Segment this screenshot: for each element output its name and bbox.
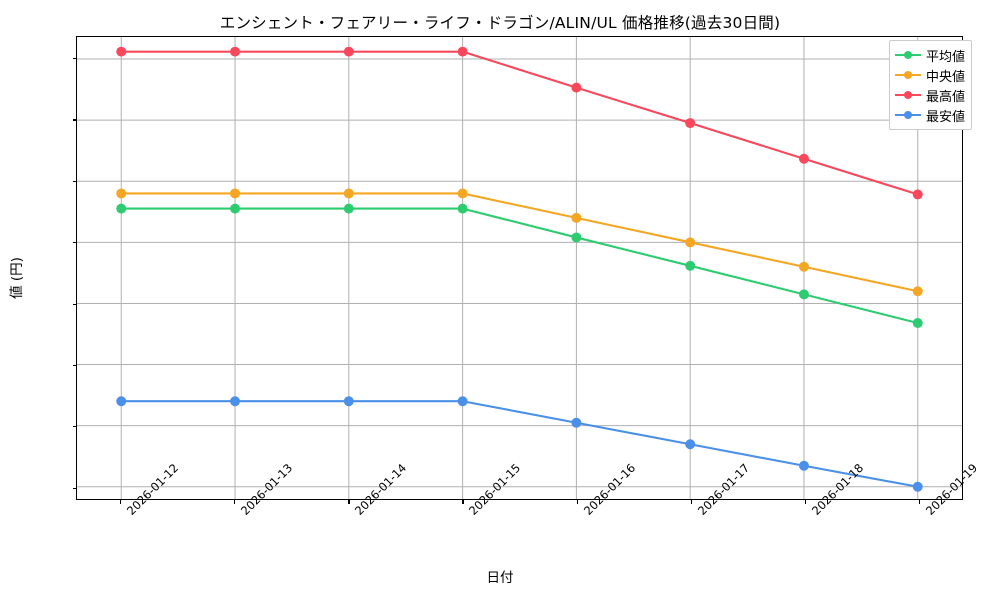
legend-swatch-icon xyxy=(895,68,921,82)
legend-swatch-icon xyxy=(895,108,921,122)
series-lines xyxy=(116,46,923,492)
data-point-marker xyxy=(230,396,241,407)
data-point-marker xyxy=(457,188,468,199)
series-line xyxy=(120,400,919,488)
x-tick-mark xyxy=(576,500,578,504)
series-line xyxy=(120,207,919,325)
data-point-marker xyxy=(116,46,127,57)
x-tick-label: 2026-01-15 xyxy=(466,461,523,518)
data-point-marker xyxy=(798,153,809,164)
legend-label: 最高値 xyxy=(926,89,966,105)
legend-swatch-icon xyxy=(895,88,921,102)
data-point-marker xyxy=(685,237,696,248)
data-point-marker xyxy=(571,82,582,93)
data-point-marker xyxy=(912,481,923,492)
x-axis-label: 日付 xyxy=(486,570,514,586)
data-point-marker xyxy=(571,232,582,243)
data-point-marker xyxy=(230,203,241,214)
data-point-marker xyxy=(912,189,923,200)
series-line xyxy=(120,50,919,196)
legend: 平均値中央値最高値最安値 xyxy=(889,40,973,130)
data-point-marker xyxy=(116,396,127,407)
data-point-marker xyxy=(685,439,696,450)
data-point-marker xyxy=(457,203,468,214)
data-point-marker xyxy=(798,289,809,300)
data-point-marker xyxy=(685,118,696,129)
legend-item[interactable]: 中央値 xyxy=(895,65,965,85)
series-line xyxy=(120,192,919,293)
x-tick-mark xyxy=(120,500,122,504)
legend-item[interactable]: 最安値 xyxy=(895,105,965,125)
x-tick-mark xyxy=(348,500,350,504)
data-point-marker xyxy=(798,261,809,272)
x-tick-label: 2026-01-16 xyxy=(581,461,638,518)
x-tick-mark xyxy=(804,500,806,504)
data-point-marker xyxy=(457,396,468,407)
x-tick-mark xyxy=(462,500,464,504)
data-point-marker xyxy=(798,460,809,471)
x-tick-label: 2026-01-18 xyxy=(809,461,866,518)
x-tick-label: 2026-01-14 xyxy=(352,461,409,518)
legend-label: 平均値 xyxy=(926,49,966,65)
y-axis-label: 値 (円) xyxy=(8,257,25,299)
legend-item[interactable]: 平均値 xyxy=(895,45,965,65)
plot-area xyxy=(76,36,963,500)
data-point-marker xyxy=(116,188,127,199)
x-tick-label: 2026-01-19 xyxy=(923,461,980,518)
legend-swatch-icon xyxy=(895,48,921,62)
x-tick-mark xyxy=(690,500,692,504)
data-point-marker xyxy=(571,417,582,428)
x-tick-label: 2026-01-12 xyxy=(124,461,181,518)
data-point-marker xyxy=(230,188,241,199)
data-point-marker xyxy=(571,212,582,223)
x-tick-mark xyxy=(918,500,920,504)
data-point-marker xyxy=(230,46,241,57)
data-point-marker xyxy=(116,203,127,214)
chart-title: エンシェント・フェアリー・ライフ・ドラゴン/ALIN/UL 価格推移(過去30日… xyxy=(219,14,781,32)
data-point-marker xyxy=(912,286,923,297)
x-tick-label: 2026-01-17 xyxy=(695,461,752,518)
data-point-marker xyxy=(685,260,696,271)
legend-label: 中央値 xyxy=(926,69,966,85)
data-point-marker xyxy=(343,203,354,214)
x-tick-label: 2026-01-13 xyxy=(238,461,295,518)
data-point-marker xyxy=(457,46,468,57)
data-point-marker xyxy=(343,396,354,407)
legend-label: 最安値 xyxy=(926,109,966,125)
data-point-marker xyxy=(343,188,354,199)
data-point-marker xyxy=(912,318,923,328)
legend-item[interactable]: 最高値 xyxy=(895,85,965,105)
data-point-marker xyxy=(343,46,354,57)
x-tick-mark xyxy=(234,500,236,504)
